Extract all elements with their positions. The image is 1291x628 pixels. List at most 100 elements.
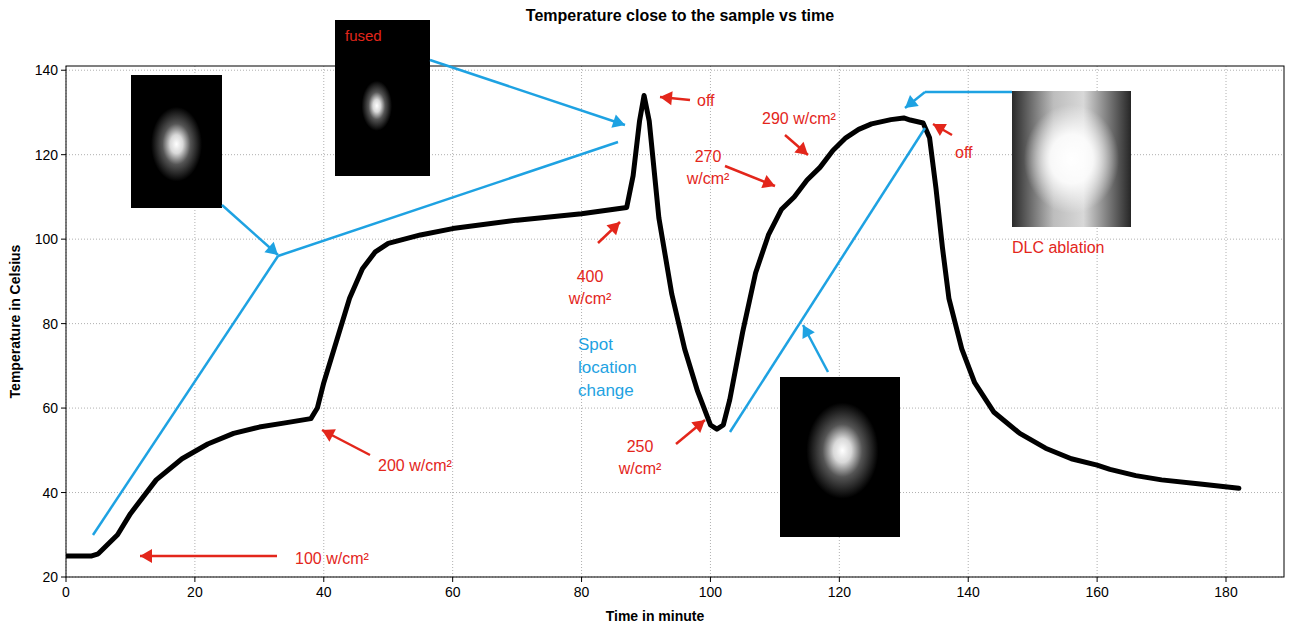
x-tick-label: 0 (62, 584, 70, 600)
annotation-line: 270 (695, 148, 722, 165)
x-grid-line (1226, 66, 1227, 577)
x-tick-label: 40 (316, 584, 332, 600)
arrow-line (322, 430, 370, 455)
y-tick (61, 70, 66, 71)
arrow-line (676, 420, 705, 444)
axes: 0204060801001201401601802040608010012014… (35, 62, 1238, 600)
arrow-head (802, 325, 814, 339)
y-tick (61, 577, 66, 578)
arrow-head (264, 242, 278, 255)
x-tick-label: 60 (445, 584, 461, 600)
x-grid-line (968, 66, 969, 577)
annotation-line: 400 (577, 268, 604, 285)
x-tick (968, 577, 969, 582)
x-tick-label: 140 (957, 584, 981, 600)
x-tick (66, 577, 67, 582)
title: Temperature close to the sample vs time (526, 7, 834, 24)
y-tick (61, 323, 66, 324)
arrow-head (606, 222, 620, 235)
arrow-line (803, 325, 828, 372)
y-tick-label: 40 (42, 485, 58, 501)
y-tick-label: 120 (35, 147, 59, 163)
annotation-line: change (578, 381, 634, 400)
background (0, 0, 1291, 628)
y-tick (61, 239, 66, 240)
annotation: 400 w/cm² (568, 268, 612, 307)
arrow-line (140, 555, 277, 558)
x-tick-label: 100 (699, 584, 723, 600)
arrow-head (611, 115, 625, 128)
arrow-line (278, 142, 618, 256)
x-tick-label: 180 (1214, 584, 1238, 600)
annotation-line: 200 w/cm² (378, 457, 452, 474)
annotation: Spot location change (578, 335, 637, 400)
annotations: 100 w/cm² 200 w/cm² 400 w/cm² off 250 w/cm² 270… (295, 27, 1105, 567)
annotation: fused (345, 27, 382, 44)
arrow-line (925, 91, 1012, 94)
y-tick (61, 154, 66, 155)
annotation-line: w/cm² (568, 290, 612, 307)
arrow-line (598, 222, 620, 243)
x-grid-line (323, 66, 324, 577)
arrow-line (730, 128, 925, 432)
x-tick (194, 577, 195, 582)
annotation-line: off (697, 92, 715, 109)
grid (66, 66, 1284, 577)
annotation: 100 w/cm² (295, 550, 369, 567)
speckle-image (780, 377, 900, 537)
x-grid-line (581, 66, 582, 577)
annotation-line: location (578, 358, 637, 377)
y-tick-label: 140 (35, 62, 59, 78)
arrow-line (430, 60, 625, 125)
y-tick-label: 80 (42, 316, 58, 332)
y-axis-title: Temperature in Celsius (7, 244, 23, 398)
annotation-line: 250 (627, 438, 654, 455)
dlc-image-glow (1012, 91, 1131, 227)
speckle-image (335, 20, 430, 176)
decorations (93, 20, 1131, 563)
dlc-image (1012, 91, 1131, 227)
x-tick (323, 577, 324, 582)
image-frame (780, 377, 900, 537)
y-tick (61, 408, 66, 409)
plot-frame (66, 66, 1284, 577)
arrow-line (93, 256, 278, 535)
annotation-line: w/cm² (686, 170, 730, 187)
arrow-line (905, 92, 925, 108)
arrow-head (691, 420, 705, 433)
annotation-line: Spot (578, 335, 613, 354)
arrow-head (905, 95, 919, 108)
x-tick (581, 577, 582, 582)
annotation-line: w/cm² (618, 460, 662, 477)
y-tick-label: 20 (42, 569, 58, 585)
annotation: off (697, 92, 715, 109)
arrow-line (785, 135, 808, 155)
annotation-line: 100 w/cm² (295, 550, 369, 567)
annotation-line: DLC ablation (1012, 239, 1105, 256)
chart: 0204060801001201401601802040608010012014… (0, 0, 1291, 628)
annotation: DLC ablation (1012, 239, 1105, 256)
annotation: 250 w/cm² (618, 438, 662, 477)
x-tick (839, 577, 840, 582)
x-tick (1226, 577, 1227, 582)
y-grid-line (66, 323, 1284, 324)
annotation: 200 w/cm² (378, 457, 452, 474)
x-tick-label: 20 (187, 584, 203, 600)
image-frame (335, 20, 430, 176)
x-tick-label: 160 (1085, 584, 1109, 600)
x-tick-label: 120 (828, 584, 852, 600)
x-tick (710, 577, 711, 582)
annotation-line: fused (345, 27, 382, 44)
annotation: off (955, 144, 973, 161)
y-grid-line (66, 408, 1284, 409)
arrow-line (222, 205, 278, 255)
annotation-line: off (955, 144, 973, 161)
x-axis-title: Time in minute (606, 608, 705, 624)
annotation-line: 290 w/cm² (762, 110, 836, 127)
y-tick-label: 100 (35, 231, 59, 247)
x-tick (452, 577, 453, 582)
x-tick (1097, 577, 1098, 582)
y-grid-line (66, 70, 1284, 71)
speckle-image (131, 75, 222, 208)
x-tick-label: 80 (574, 584, 590, 600)
